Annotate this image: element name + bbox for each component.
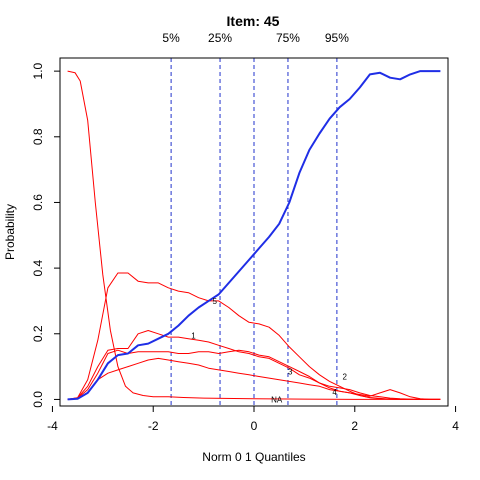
curve-label-5: 5 — [212, 297, 217, 306]
series-lines — [67, 70, 441, 401]
y-tick-label: 0.0 — [31, 391, 45, 408]
series-line-4 — [67, 272, 441, 400]
y-tick-label: 1.0 — [31, 62, 45, 79]
series-line-NA — [67, 70, 441, 400]
series-line-5 — [67, 70, 441, 401]
chart-title: Item: 45 — [227, 13, 280, 29]
y-tick-label: 0.6 — [31, 194, 45, 211]
curve-label-4: 4 — [332, 388, 337, 397]
curve-label-2: 2 — [342, 372, 347, 381]
y-axis: 0.0 0.2 0.4 0.6 0.8 1.0 — [31, 62, 60, 408]
y-axis-label: Probability — [3, 204, 17, 260]
quantile-labels: 5% 25% 75% 95% — [162, 31, 349, 45]
x-tick-label: -4 — [47, 419, 58, 433]
curve-label-3: 3 — [288, 368, 293, 377]
quantile-label: 75% — [276, 31, 300, 45]
y-tick-label: 0.2 — [31, 325, 45, 342]
x-tick-label: 0 — [251, 419, 258, 433]
x-tick-label: 2 — [351, 419, 358, 433]
series-line-1 — [67, 330, 441, 400]
curve-label-1: 1 — [191, 331, 196, 340]
quantile-label: 25% — [208, 31, 232, 45]
quantile-label: 95% — [325, 31, 349, 45]
x-tick-label: 4 — [452, 419, 459, 433]
x-axis: -4 -2 0 2 4 — [47, 406, 459, 433]
y-tick-label: 0.8 — [31, 128, 45, 145]
curve-labels: 5 NA 1 2 3 4 — [191, 297, 347, 404]
curve-label-NA: NA — [271, 395, 283, 404]
quantile-label: 5% — [162, 31, 180, 45]
x-axis-label: Norm 0 1 Quantiles — [202, 450, 305, 464]
y-tick-label: 0.4 — [31, 259, 45, 276]
x-tick-label: -2 — [148, 419, 159, 433]
quantile-lines — [170, 58, 338, 406]
